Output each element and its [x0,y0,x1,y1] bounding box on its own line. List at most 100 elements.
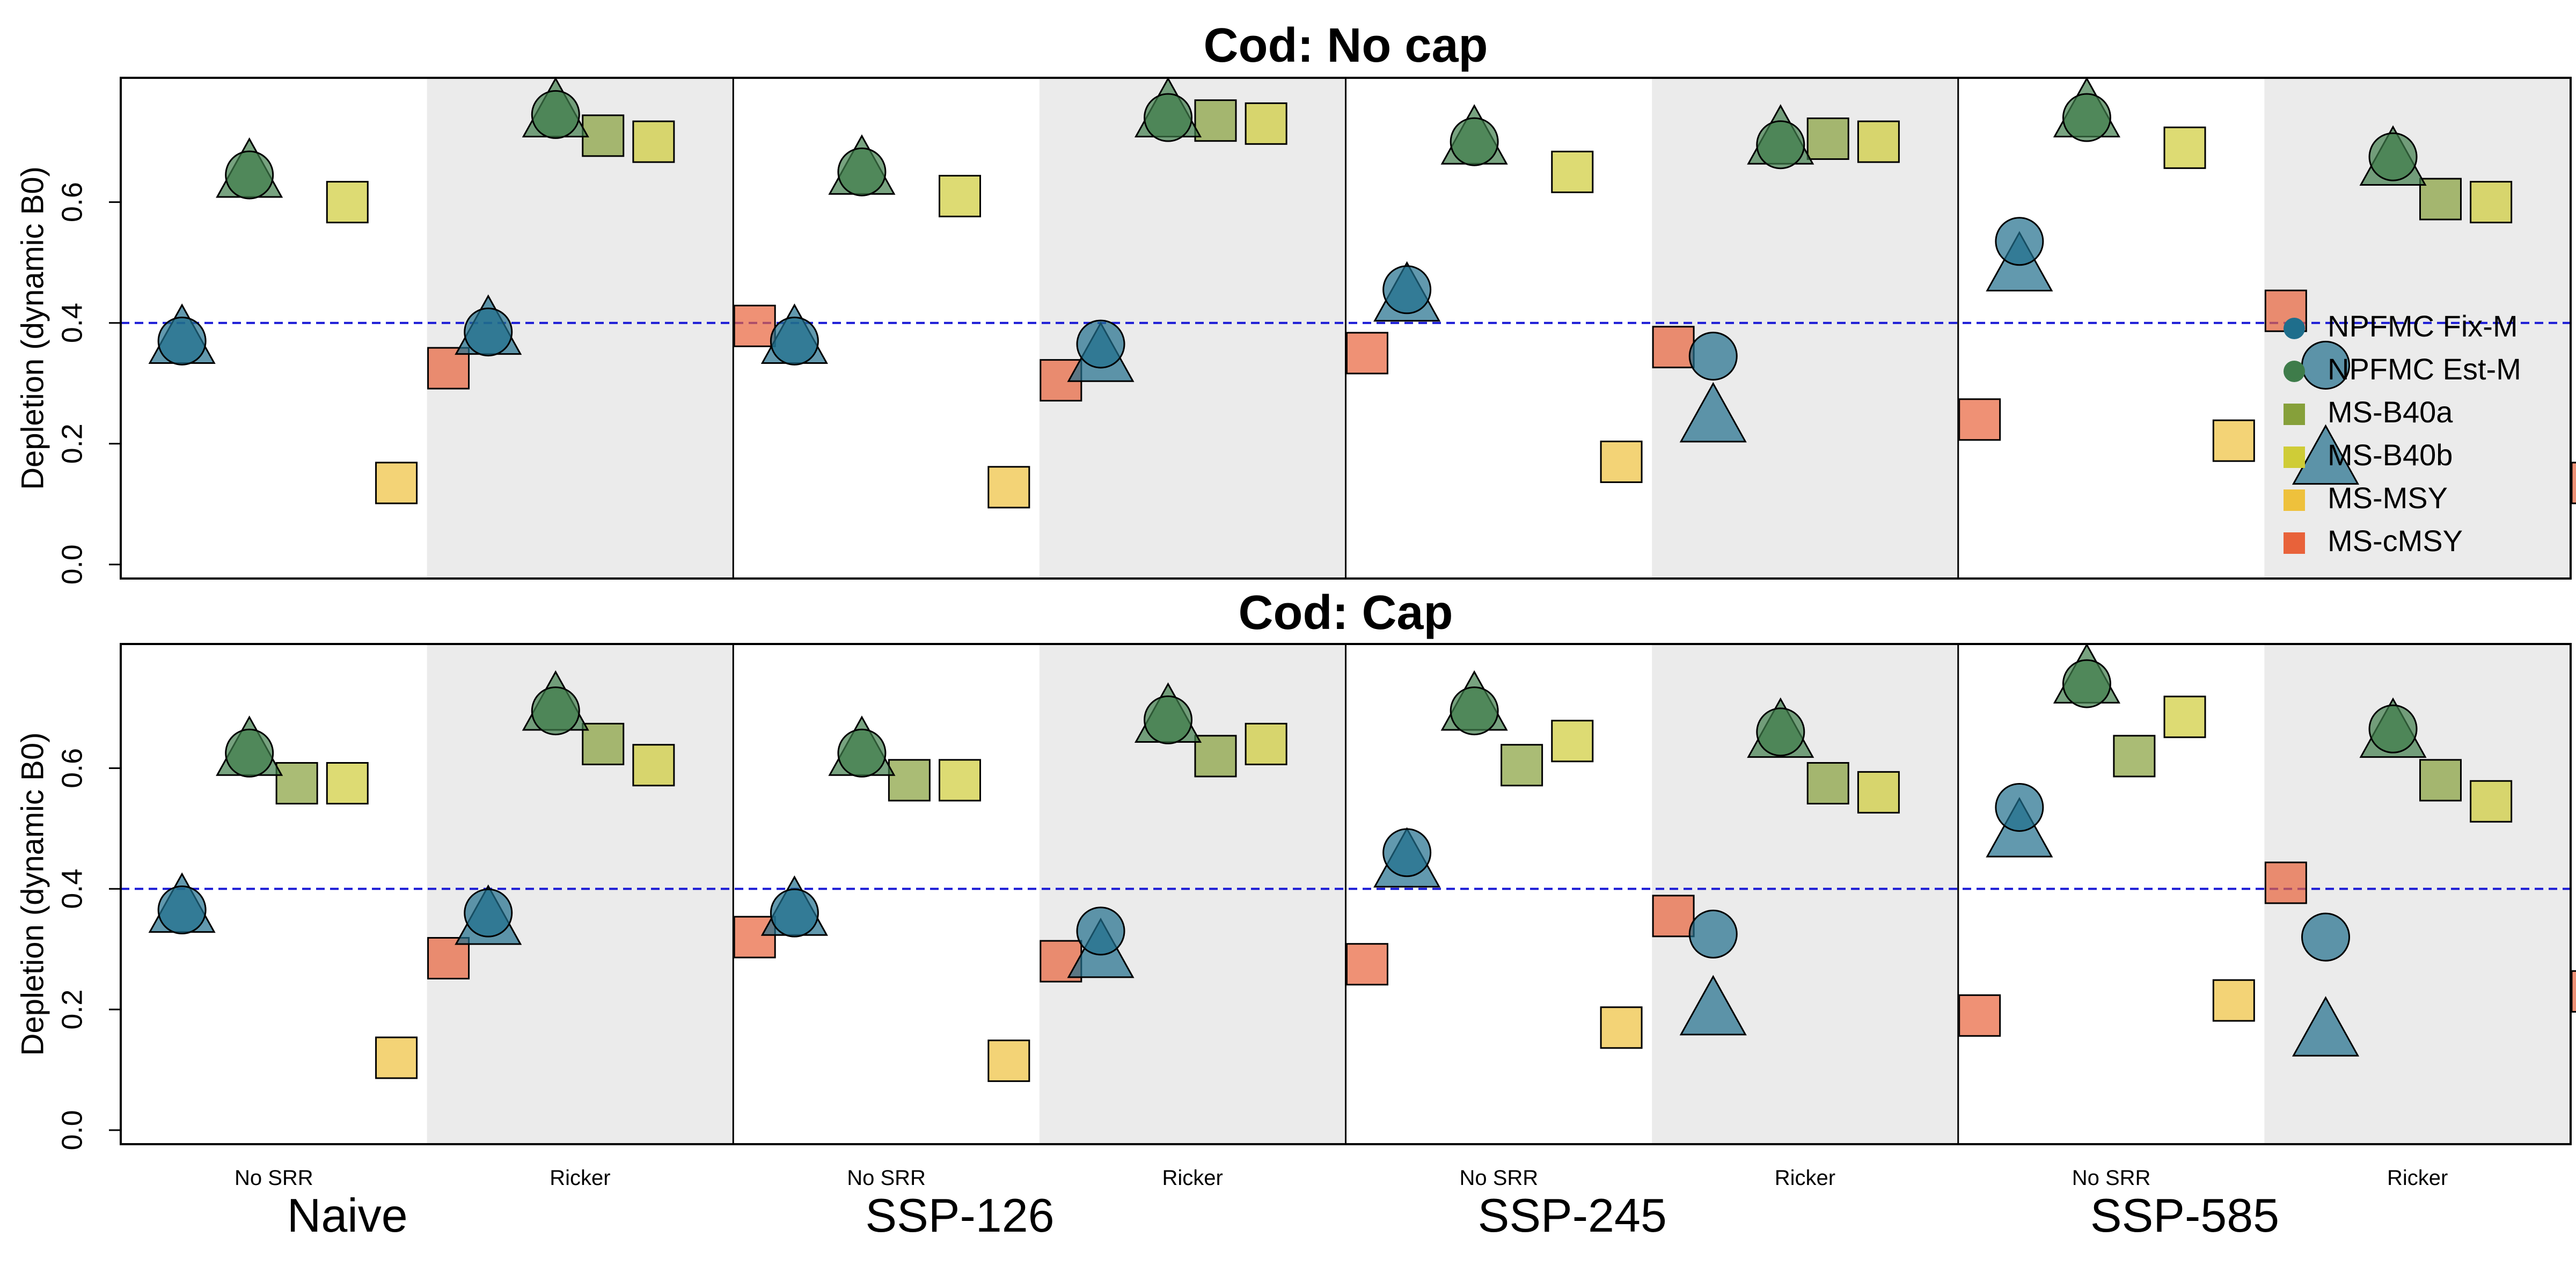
point-est-m-circle [2368,704,2418,753]
y-tick-label: 0.6 [56,748,88,788]
srr-label: No SRR [2072,1166,2151,1190]
plot-frame [120,77,2572,580]
point-msy [375,1036,418,1079]
ricker-shade [1039,644,1346,1144]
panel-title: Cod: No cap [1204,19,1488,72]
point-cmsy [2264,861,2307,904]
scenario-label: SSP-126 [865,1189,1054,1242]
point-b40b [1857,120,1900,163]
point-b40a [888,759,931,802]
point-fix-m-circle [1995,782,2044,832]
srr-label: No SRR [1459,1166,1538,1190]
point-cmsy [1652,895,1695,938]
point-fix-m-circle [1382,828,1432,877]
y-axis-label: Depletion (dynamic B0) [15,166,50,490]
point-b40a [582,114,625,157]
panel-title: Cod: Cap [1239,586,1453,640]
point-est-m-circle [2062,659,2111,708]
plot-frame [120,643,2572,1145]
point-b40b [2163,696,2206,738]
point-est-m-circle [1450,686,1499,736]
y-tick-label: 0.4 [56,869,88,909]
point-fix-m-triangle [2292,996,2360,1057]
legend-label: MS-MSY [2328,481,2448,515]
y-tick-label: 0.4 [56,303,88,343]
legend-key-square [2284,404,2305,425]
point-fix-m-circle [1688,910,1738,959]
point-msy [1600,441,1643,484]
legend-key-circle [2284,361,2305,382]
point-est-m-circle [1450,117,1499,166]
point-b40b [1245,102,1287,145]
srr-label: Ricker [1162,1166,1223,1190]
point-b40b [2470,780,2513,823]
legend: NPFMC Fix-M NPFMC Est-M MS-B40a MS-B40b MS-M… [2284,309,2521,558]
point-msy [2212,419,2255,462]
point-fix-m-circle [1382,265,1432,314]
point-est-m-circle [1144,93,1193,142]
point-fix-m-circle [1076,319,1125,369]
point-cmsy [1345,943,1388,986]
point-b40b [1857,771,1900,814]
legend-label: MS-B40a [2328,395,2453,429]
point-cmsy [2571,970,2576,1013]
point-cmsy [1958,398,2001,441]
point-b40a [1806,762,1849,804]
point-fix-m-circle [1995,217,2044,266]
point-est-m-circle [531,686,580,736]
point-b40b [1245,722,1287,765]
point-est-m-circle [1144,695,1193,744]
point-b40b [2470,181,2513,224]
point-b40a [582,722,625,765]
point-msy [375,462,418,504]
point-est-m-circle [2062,93,2111,142]
point-b40b [632,120,675,163]
scenario-label: Naive [287,1189,408,1242]
point-fix-m-circle [770,316,819,365]
point-b40a [1194,99,1237,142]
point-b40a [275,762,318,804]
point-b40a [2419,759,2462,802]
point-est-m-circle [837,728,887,778]
point-est-m-circle [531,90,580,139]
legend-key-circle [2284,318,2305,339]
point-b40b [939,174,982,217]
point-est-m-circle [1756,707,1805,757]
y-axis-label: Depletion (dynamic B0) [15,733,50,1056]
legend-label: MS-B40b [2328,438,2453,472]
point-b40a [2113,735,2156,778]
srr-label: Ricker [1775,1166,1835,1190]
point-b40b [939,759,982,802]
ricker-shade [2264,78,2571,579]
legend-key-square [2284,447,2305,468]
y-tick-label: 0.0 [56,544,88,584]
ricker-shade [1652,644,1958,1144]
point-fix-m-triangle [1679,382,1747,443]
srr-label: Ricker [550,1166,610,1190]
y-tick-label: 0.6 [56,182,88,222]
point-msy [1600,1006,1643,1049]
point-cmsy [1652,326,1695,369]
y-tick-label: 0.2 [56,990,88,1030]
ricker-shade [2264,644,2571,1144]
point-fix-m-circle [157,885,207,935]
point-fix-m-circle [2301,912,2350,962]
srr-label: No SRR [847,1166,926,1190]
point-b40a [2419,178,2462,221]
point-b40a [1194,735,1237,778]
point-fix-m-circle [464,888,513,938]
point-fix-m-triangle [1679,975,1747,1036]
point-est-m-circle [225,728,274,778]
legend-key-square [2284,489,2305,511]
point-b40b [326,181,369,224]
point-b40b [326,762,369,804]
point-msy [987,466,1030,509]
point-b40b [1551,720,1594,763]
point-est-m-circle [1756,120,1805,170]
point-cmsy [733,304,776,347]
point-msy [987,1040,1030,1082]
